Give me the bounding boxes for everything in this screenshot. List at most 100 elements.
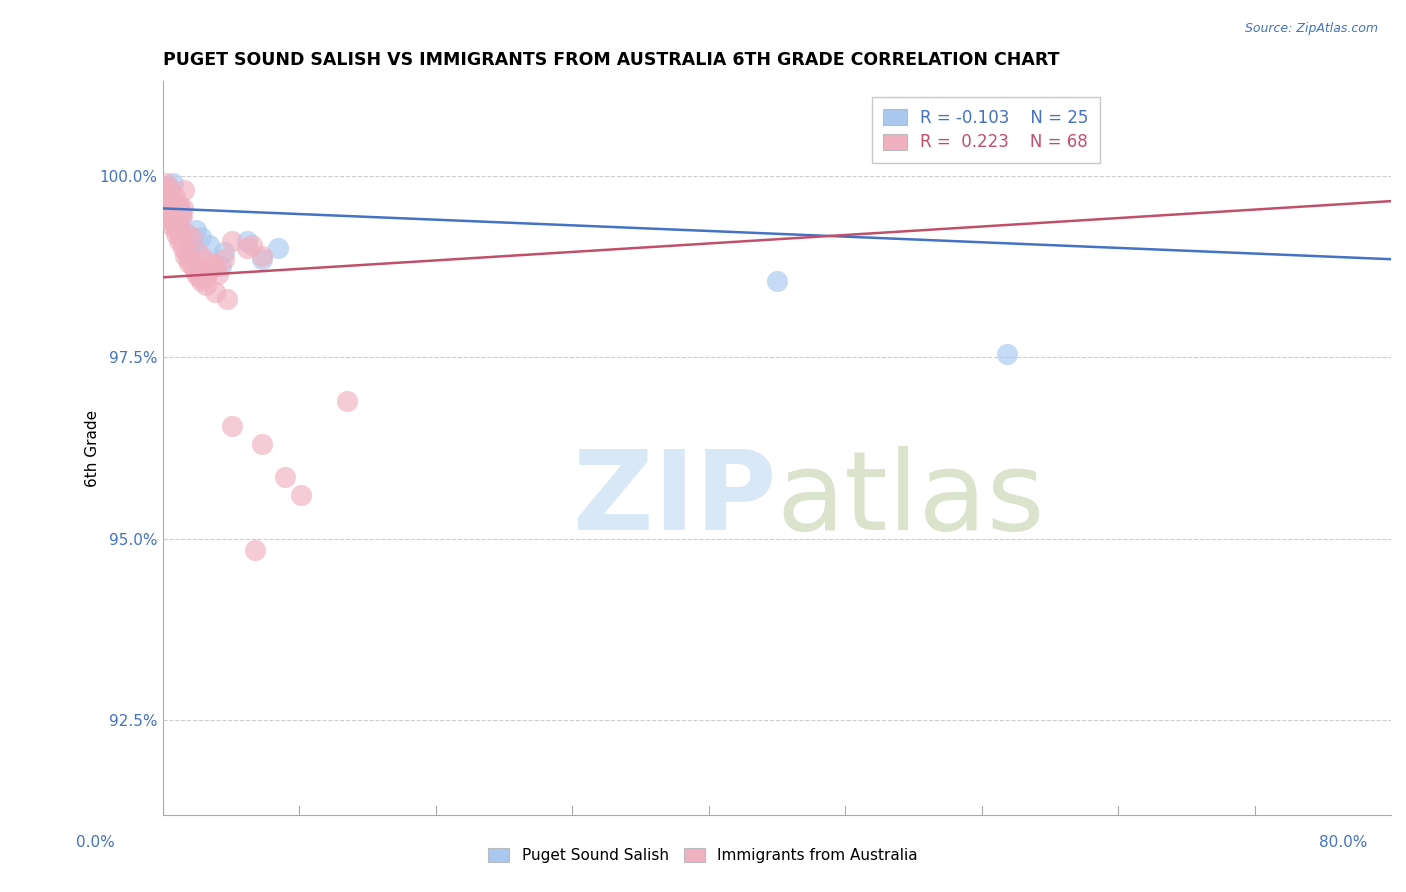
Point bbox=[172, 241, 194, 255]
Point bbox=[221, 234, 243, 248]
Point bbox=[995, 346, 1018, 360]
Point bbox=[207, 267, 229, 281]
Point bbox=[290, 488, 312, 502]
Point bbox=[162, 219, 184, 234]
Point bbox=[169, 202, 191, 216]
Point bbox=[184, 263, 207, 277]
Point bbox=[181, 249, 204, 263]
Point bbox=[197, 263, 219, 277]
Point bbox=[221, 419, 243, 434]
Point bbox=[165, 212, 187, 227]
Point bbox=[155, 205, 177, 219]
Text: Source: ZipAtlas.com: Source: ZipAtlas.com bbox=[1244, 22, 1378, 36]
Point bbox=[193, 252, 215, 267]
Point bbox=[159, 190, 181, 204]
Point bbox=[170, 205, 193, 219]
Point bbox=[194, 277, 217, 292]
Point bbox=[194, 270, 217, 285]
Point bbox=[155, 198, 177, 212]
Point bbox=[765, 274, 787, 288]
Point bbox=[243, 542, 266, 557]
Point bbox=[180, 230, 202, 244]
Point bbox=[186, 267, 208, 281]
Point bbox=[159, 205, 181, 219]
Point bbox=[172, 202, 194, 216]
Point bbox=[252, 249, 274, 263]
Point bbox=[159, 190, 181, 204]
Point bbox=[174, 244, 197, 259]
Point bbox=[252, 437, 274, 451]
Point bbox=[212, 244, 235, 259]
Point bbox=[170, 209, 193, 223]
Point bbox=[156, 183, 179, 197]
Text: 0.0%: 0.0% bbox=[76, 836, 115, 850]
Point bbox=[167, 219, 190, 234]
Point bbox=[160, 209, 183, 223]
Point bbox=[156, 202, 179, 216]
Text: ZIP: ZIP bbox=[574, 446, 776, 553]
Point bbox=[166, 223, 188, 237]
Point bbox=[160, 198, 183, 212]
Text: 80.0%: 80.0% bbox=[1319, 836, 1367, 850]
Point bbox=[153, 179, 176, 194]
Point bbox=[155, 179, 177, 194]
Point bbox=[173, 249, 195, 263]
Point bbox=[190, 230, 212, 244]
Legend: R = -0.103    N = 25, R =  0.223    N = 68: R = -0.103 N = 25, R = 0.223 N = 68 bbox=[872, 97, 1099, 163]
Point bbox=[159, 194, 181, 208]
Point bbox=[165, 216, 187, 230]
Point bbox=[156, 209, 179, 223]
Point bbox=[163, 216, 186, 230]
Point bbox=[162, 212, 184, 227]
Point bbox=[156, 186, 179, 201]
Point bbox=[179, 241, 201, 255]
Point bbox=[169, 198, 191, 212]
Point bbox=[167, 219, 190, 234]
Point bbox=[162, 176, 184, 190]
Point bbox=[165, 227, 187, 241]
Point bbox=[157, 179, 180, 194]
Point bbox=[160, 186, 183, 201]
Point bbox=[252, 252, 274, 267]
Point bbox=[165, 198, 187, 212]
Point bbox=[157, 183, 180, 197]
Text: PUGET SOUND SALISH VS IMMIGRANTS FROM AUSTRALIA 6TH GRADE CORRELATION CHART: PUGET SOUND SALISH VS IMMIGRANTS FROM AU… bbox=[163, 51, 1059, 69]
Point bbox=[181, 260, 204, 274]
Point bbox=[209, 260, 232, 274]
Point bbox=[236, 241, 259, 255]
Point bbox=[159, 212, 181, 227]
Point bbox=[163, 205, 186, 219]
Point bbox=[162, 194, 184, 208]
Point bbox=[217, 292, 239, 306]
Point bbox=[274, 470, 297, 484]
Point bbox=[156, 186, 179, 201]
Y-axis label: 6th Grade: 6th Grade bbox=[86, 409, 100, 486]
Point bbox=[174, 227, 197, 241]
Point bbox=[204, 285, 226, 299]
Point bbox=[202, 256, 225, 270]
Point bbox=[236, 234, 259, 248]
Point bbox=[165, 216, 187, 230]
Point bbox=[159, 212, 181, 227]
Point bbox=[179, 256, 201, 270]
Point bbox=[240, 237, 263, 252]
Point bbox=[186, 223, 208, 237]
Point bbox=[187, 244, 209, 259]
Text: atlas: atlas bbox=[776, 446, 1045, 553]
Point bbox=[205, 260, 228, 274]
Legend: Puget Sound Salish, Immigrants from Australia: Puget Sound Salish, Immigrants from Aust… bbox=[481, 840, 925, 871]
Point bbox=[167, 202, 190, 216]
Point bbox=[169, 234, 191, 248]
Point bbox=[212, 252, 235, 267]
Point bbox=[170, 209, 193, 223]
Point bbox=[173, 183, 195, 197]
Point bbox=[190, 274, 212, 288]
Point bbox=[177, 252, 200, 267]
Point bbox=[169, 230, 191, 244]
Point bbox=[188, 270, 211, 285]
Point bbox=[155, 176, 177, 190]
Point bbox=[163, 190, 186, 204]
Point bbox=[176, 227, 198, 241]
Point bbox=[197, 237, 219, 252]
Point bbox=[267, 241, 290, 255]
